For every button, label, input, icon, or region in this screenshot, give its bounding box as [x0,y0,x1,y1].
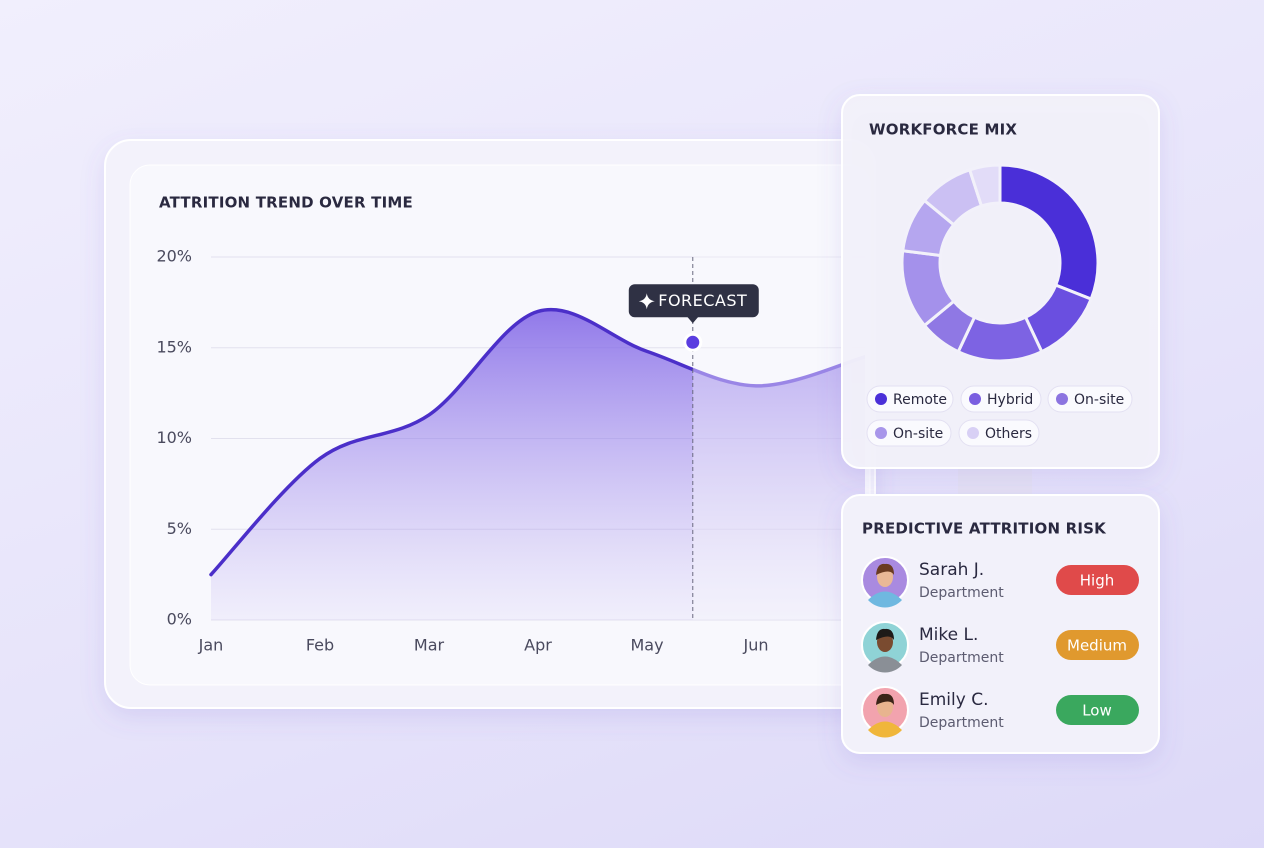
x-tick-label: Jan [198,636,224,655]
risk-list: Sarah J. Department High Mike L. Department M… [861,556,1139,738]
legend-swatch [969,393,981,405]
tooltip-pointer [686,316,699,324]
avatar-body [868,656,902,673]
chart-title: ATTRITION TREND OVER TIME [159,194,413,212]
employee-department: Department [919,715,1004,731]
legend-pill [960,385,1042,413]
donut: Remote Hybrid On-site On-site Others [866,163,1133,447]
avatar-body [868,721,902,738]
avatar-hair [876,628,894,640]
forecast-point [683,332,703,352]
legend-pill [866,385,954,413]
legend-label: Others [985,426,1032,442]
avatar-hair [876,693,894,705]
employee-department: Department [919,585,1004,601]
y-tick-label: 0% [167,610,192,629]
x-tick-label: Jun [743,636,769,655]
risk-title: PREDICTIVE ATTRITION RISK [862,520,1107,538]
employee-name: Sarah J. [919,560,984,580]
donut-slice [967,163,1002,208]
x-tick-label: Apr [524,636,552,655]
legend-swatch [875,393,887,405]
legend-swatch [875,427,887,439]
x-tick-label: Mar [414,636,445,655]
legend-swatch [967,427,979,439]
line [209,308,865,577]
x-tick-label: Feb [306,636,334,655]
workforce-card [841,94,1160,469]
area [211,309,865,620]
x-tick-label: May [630,636,663,655]
avatar-hair [876,563,894,575]
risk-card [841,494,1160,754]
y-tick-label: 5% [167,519,192,538]
employee-department: Department [919,650,1004,666]
legend-label: Remote [893,392,947,408]
employee-name: Mike L. [919,625,978,645]
avatar-body [868,591,902,608]
legend-swatch [1056,393,1068,405]
risk-badge [1056,630,1139,660]
y-tick-label: 20% [156,247,192,266]
legend-label: On-site [1074,392,1124,408]
forecast-tooltip: FORECAST [628,284,759,324]
employee-name: Emily C. [919,690,989,710]
legend-label: On-site [893,426,943,442]
risk-badge [1056,695,1139,725]
y-tick-label: 10% [156,428,192,447]
risk-label: High [1080,572,1114,590]
risk-label: Medium [1067,637,1127,655]
risk-label: Low [1082,702,1112,720]
legend-pill [958,419,1040,447]
legend-pill [1047,385,1133,413]
legend-pill [866,419,952,447]
tooltip-label: FORECAST [658,291,747,310]
sparkle-icon [638,293,655,310]
tooltip-box [628,284,759,318]
risk-badge [1056,565,1139,595]
y-tick-label: 15% [156,337,192,356]
legend-label: Hybrid [987,392,1033,408]
donut-title: WORKFORCE MIX [869,121,1017,139]
donut-slice [998,163,1100,302]
